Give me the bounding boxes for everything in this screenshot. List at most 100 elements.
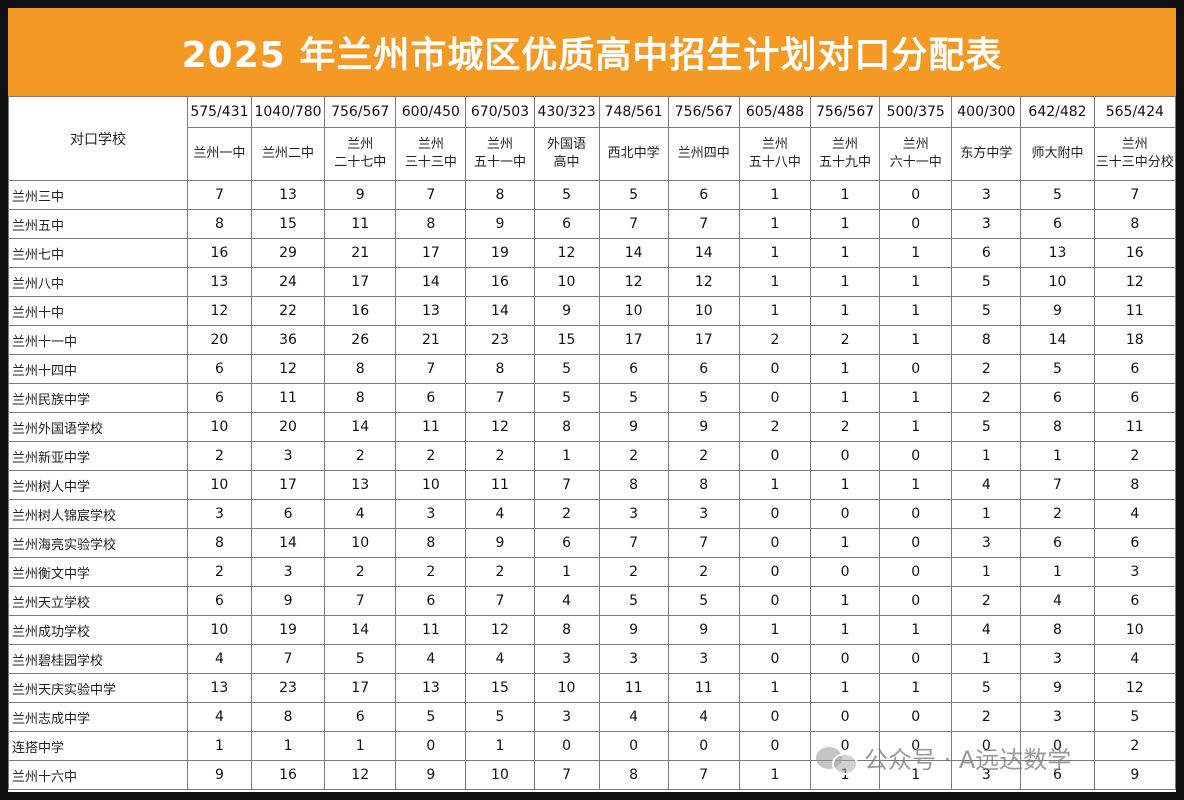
quota-cell: 5 [533, 354, 600, 384]
quota-cell: 1 [809, 180, 881, 210]
column-school-name: 师大附中 [1020, 127, 1095, 181]
quota-cell: 20 [186, 325, 252, 355]
quota-cell: 15 [250, 209, 326, 239]
quota-cell: 0 [879, 180, 953, 210]
quota-cell: 12 [186, 296, 252, 326]
quota-cell: 0 [738, 499, 812, 529]
quota-cell: 7 [465, 586, 535, 616]
quota-cell: 1 [738, 673, 812, 703]
quota-cell: 0 [738, 441, 812, 471]
quota-cell: 13 [186, 267, 252, 297]
quota-cell: 1 [186, 731, 252, 761]
quota-cell: 7 [667, 209, 740, 239]
row-school-name: 连搭中学 [8, 731, 188, 761]
quota-cell: 5 [951, 296, 1022, 326]
quota-cell: 7 [186, 180, 252, 210]
quota-cell: 9 [250, 586, 326, 616]
quota-cell: 5 [324, 644, 397, 674]
quota-cell: 2 [1093, 731, 1176, 761]
quota-cell: 24 [250, 267, 326, 297]
quota-cell: 5 [951, 673, 1022, 703]
row-school-name: 兰州碧桂园学校 [8, 644, 188, 674]
quota-cell: 8 [465, 180, 535, 210]
quota-cell: 1 [951, 499, 1022, 529]
quota-cell: 1 [879, 238, 953, 268]
quota-cell: 5 [951, 412, 1022, 442]
quota-cell: 14 [465, 296, 535, 326]
quota-cell: 8 [533, 615, 600, 645]
quota-cell: 0 [738, 702, 812, 732]
quota-cell: 2 [465, 441, 535, 471]
quota-cell: 6 [324, 702, 397, 732]
quota-cell: 5 [667, 383, 740, 413]
quota-cell: 0 [879, 441, 953, 471]
quota-cell: 11 [395, 615, 467, 645]
quota-cell: 9 [324, 180, 397, 210]
quota-cell: 7 [598, 209, 669, 239]
quota-cell: 12 [465, 615, 535, 645]
quota-cell: 6 [598, 354, 669, 384]
quota-cell: 10 [533, 267, 600, 297]
quota-cell: 0 [879, 644, 953, 674]
quota-cell: 1 [809, 267, 881, 297]
quota-cell: 7 [465, 383, 535, 413]
quota-cell: 1 [738, 238, 812, 268]
quota-cell: 15 [465, 673, 535, 703]
quota-cell: 1 [809, 470, 881, 500]
quota-cell: 12 [1093, 673, 1176, 703]
quota-cell: 3 [951, 180, 1022, 210]
column-school-name: 兰州 二十七中 [324, 127, 397, 181]
quota-cell: 3 [250, 441, 326, 471]
quota-cell: 22 [250, 296, 326, 326]
quota-cell: 2 [951, 383, 1022, 413]
quota-cell: 17 [395, 238, 467, 268]
quota-cell: 4 [1020, 586, 1095, 616]
quota-cell: 6 [667, 354, 740, 384]
page-title: 2025 年兰州市城区优质高中招生计划对口分配表 [181, 35, 1003, 76]
quota-cell: 0 [879, 499, 953, 529]
quota-cell: 1 [465, 731, 535, 761]
quota-cell: 6 [1093, 383, 1176, 413]
quota-cell: 10 [186, 412, 252, 442]
quota-cell: 3 [395, 499, 467, 529]
column-score: 430/323 [533, 96, 600, 128]
row-school-name: 兰州志成中学 [8, 702, 188, 732]
quota-cell: 2 [809, 412, 881, 442]
column-name-line: 五十八中 [748, 155, 801, 170]
column-name-line: 东方中学 [960, 146, 1013, 161]
quota-cell: 0 [738, 528, 812, 558]
quota-cell: 14 [250, 528, 326, 558]
quota-cell: 7 [395, 180, 467, 210]
quota-cell: 9 [533, 296, 600, 326]
quota-cell: 21 [395, 325, 467, 355]
quota-cell: 3 [1020, 644, 1095, 674]
quota-cell: 8 [667, 470, 740, 500]
table-row: 兰州树人锦宸学校 3 6 4 3 4 2 3 3 0 0 0 1 2 4 [8, 499, 1176, 529]
quota-cell: 1 [879, 296, 953, 326]
quota-cell: 1 [809, 760, 881, 790]
table-row: 兰州十六中 9 16 12 9 10 7 8 7 1 1 1 3 6 9 [8, 760, 1176, 790]
quota-cell: 1 [879, 325, 953, 355]
quota-cell: 1 [738, 209, 812, 239]
quota-cell: 7 [1093, 180, 1176, 210]
quota-cell: 10 [533, 673, 600, 703]
table-row: 兰州五中 8 15 11 8 9 6 7 7 1 1 0 3 6 8 [8, 209, 1176, 239]
quota-cell: 8 [395, 209, 467, 239]
quota-cell: 2 [324, 441, 397, 471]
quota-cell: 0 [809, 702, 881, 732]
column-name-line: 兰州二中 [262, 146, 315, 161]
quota-cell: 10 [395, 470, 467, 500]
quota-cell: 3 [1093, 557, 1176, 587]
quota-cell: 2 [738, 325, 812, 355]
quota-cell: 0 [598, 731, 669, 761]
column-name-line: 三十三中 [404, 155, 457, 170]
column-score: 756/567 [324, 96, 397, 128]
quota-cell: 1 [879, 383, 953, 413]
row-school-name: 兰州新亚中学 [8, 441, 188, 471]
quota-cell: 1 [951, 441, 1022, 471]
row-school-name: 兰州八中 [8, 267, 188, 297]
quota-cell: 3 [533, 702, 600, 732]
quota-cell: 13 [186, 673, 252, 703]
quota-cell: 0 [809, 731, 881, 761]
